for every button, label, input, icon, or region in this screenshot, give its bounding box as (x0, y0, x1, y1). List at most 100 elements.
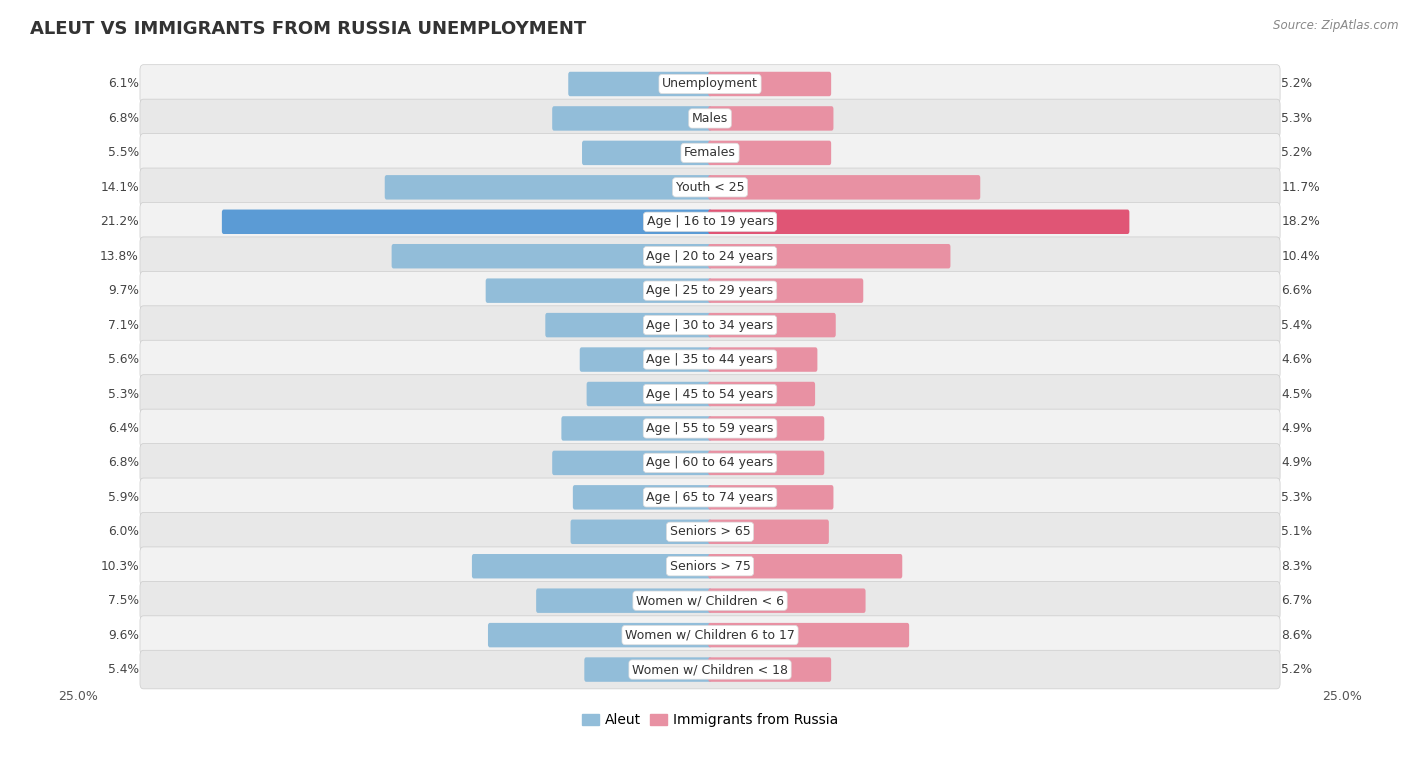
Legend: Aleut, Immigrants from Russia: Aleut, Immigrants from Russia (576, 708, 844, 733)
FancyBboxPatch shape (141, 202, 1279, 241)
Text: 13.8%: 13.8% (100, 250, 139, 263)
Text: 5.2%: 5.2% (1281, 663, 1312, 676)
Text: Age | 65 to 74 years: Age | 65 to 74 years (647, 491, 773, 504)
FancyBboxPatch shape (571, 519, 711, 544)
FancyBboxPatch shape (579, 347, 711, 372)
FancyBboxPatch shape (485, 279, 711, 303)
FancyBboxPatch shape (709, 485, 834, 509)
FancyBboxPatch shape (141, 512, 1279, 551)
FancyBboxPatch shape (488, 623, 711, 647)
Text: Age | 60 to 64 years: Age | 60 to 64 years (647, 456, 773, 469)
Text: Males: Males (692, 112, 728, 125)
FancyBboxPatch shape (709, 106, 834, 131)
FancyBboxPatch shape (709, 72, 831, 96)
FancyBboxPatch shape (141, 340, 1279, 378)
Text: 7.5%: 7.5% (108, 594, 139, 607)
FancyBboxPatch shape (572, 485, 711, 509)
Text: Source: ZipAtlas.com: Source: ZipAtlas.com (1274, 19, 1399, 32)
FancyBboxPatch shape (709, 623, 910, 647)
Text: 25.0%: 25.0% (59, 690, 98, 703)
FancyBboxPatch shape (141, 616, 1279, 654)
Text: 5.1%: 5.1% (1281, 525, 1312, 538)
Text: 4.9%: 4.9% (1281, 422, 1312, 435)
Text: 5.3%: 5.3% (1281, 112, 1312, 125)
Text: 5.9%: 5.9% (108, 491, 139, 504)
Text: 10.4%: 10.4% (1281, 250, 1320, 263)
Text: 14.1%: 14.1% (100, 181, 139, 194)
Text: 4.9%: 4.9% (1281, 456, 1312, 469)
FancyBboxPatch shape (392, 244, 711, 269)
Text: 5.6%: 5.6% (108, 353, 139, 366)
Text: Age | 30 to 34 years: Age | 30 to 34 years (647, 319, 773, 332)
Text: Seniors > 65: Seniors > 65 (669, 525, 751, 538)
FancyBboxPatch shape (709, 347, 817, 372)
FancyBboxPatch shape (141, 650, 1279, 689)
Text: 18.2%: 18.2% (1281, 215, 1320, 229)
FancyBboxPatch shape (553, 450, 711, 475)
Text: Youth < 25: Youth < 25 (676, 181, 744, 194)
FancyBboxPatch shape (385, 175, 711, 200)
FancyBboxPatch shape (709, 175, 980, 200)
Text: Age | 20 to 24 years: Age | 20 to 24 years (647, 250, 773, 263)
FancyBboxPatch shape (141, 375, 1279, 413)
FancyBboxPatch shape (141, 478, 1279, 516)
FancyBboxPatch shape (141, 64, 1279, 103)
FancyBboxPatch shape (141, 237, 1279, 276)
Text: 6.7%: 6.7% (1281, 594, 1312, 607)
FancyBboxPatch shape (536, 588, 711, 613)
Text: 6.8%: 6.8% (108, 112, 139, 125)
Text: 25.0%: 25.0% (1322, 690, 1361, 703)
FancyBboxPatch shape (709, 588, 866, 613)
Text: 5.3%: 5.3% (108, 388, 139, 400)
FancyBboxPatch shape (585, 657, 711, 682)
FancyBboxPatch shape (709, 519, 830, 544)
Text: 6.6%: 6.6% (1281, 284, 1312, 298)
Text: 5.4%: 5.4% (108, 663, 139, 676)
FancyBboxPatch shape (546, 313, 711, 338)
Text: Age | 55 to 59 years: Age | 55 to 59 years (647, 422, 773, 435)
FancyBboxPatch shape (222, 210, 711, 234)
Text: Unemployment: Unemployment (662, 77, 758, 91)
Text: 6.8%: 6.8% (108, 456, 139, 469)
FancyBboxPatch shape (568, 72, 711, 96)
Text: 5.2%: 5.2% (1281, 146, 1312, 160)
FancyBboxPatch shape (709, 210, 1129, 234)
Text: 10.3%: 10.3% (100, 559, 139, 573)
FancyBboxPatch shape (582, 141, 711, 165)
FancyBboxPatch shape (709, 244, 950, 269)
Text: Age | 25 to 29 years: Age | 25 to 29 years (647, 284, 773, 298)
Text: 5.3%: 5.3% (1281, 491, 1312, 504)
Text: 4.6%: 4.6% (1281, 353, 1312, 366)
FancyBboxPatch shape (553, 106, 711, 131)
Text: 6.0%: 6.0% (108, 525, 139, 538)
Text: 8.3%: 8.3% (1281, 559, 1312, 573)
FancyBboxPatch shape (709, 141, 831, 165)
Text: 9.7%: 9.7% (108, 284, 139, 298)
FancyBboxPatch shape (709, 657, 831, 682)
FancyBboxPatch shape (709, 554, 903, 578)
Text: Age | 45 to 54 years: Age | 45 to 54 years (647, 388, 773, 400)
Text: 21.2%: 21.2% (100, 215, 139, 229)
Text: Seniors > 75: Seniors > 75 (669, 559, 751, 573)
Text: ALEUT VS IMMIGRANTS FROM RUSSIA UNEMPLOYMENT: ALEUT VS IMMIGRANTS FROM RUSSIA UNEMPLOY… (30, 20, 586, 38)
FancyBboxPatch shape (141, 409, 1279, 447)
FancyBboxPatch shape (472, 554, 711, 578)
FancyBboxPatch shape (709, 313, 835, 338)
Text: 5.4%: 5.4% (1281, 319, 1312, 332)
FancyBboxPatch shape (709, 279, 863, 303)
FancyBboxPatch shape (709, 416, 824, 441)
Text: 7.1%: 7.1% (108, 319, 139, 332)
FancyBboxPatch shape (141, 133, 1279, 172)
FancyBboxPatch shape (561, 416, 711, 441)
Text: 8.6%: 8.6% (1281, 628, 1312, 642)
FancyBboxPatch shape (141, 168, 1279, 207)
FancyBboxPatch shape (709, 382, 815, 407)
FancyBboxPatch shape (141, 581, 1279, 620)
Text: Women w/ Children < 6: Women w/ Children < 6 (636, 594, 785, 607)
FancyBboxPatch shape (586, 382, 711, 407)
Text: Females: Females (685, 146, 735, 160)
Text: 5.5%: 5.5% (108, 146, 139, 160)
FancyBboxPatch shape (141, 547, 1279, 585)
FancyBboxPatch shape (141, 99, 1279, 138)
Text: 6.1%: 6.1% (108, 77, 139, 91)
